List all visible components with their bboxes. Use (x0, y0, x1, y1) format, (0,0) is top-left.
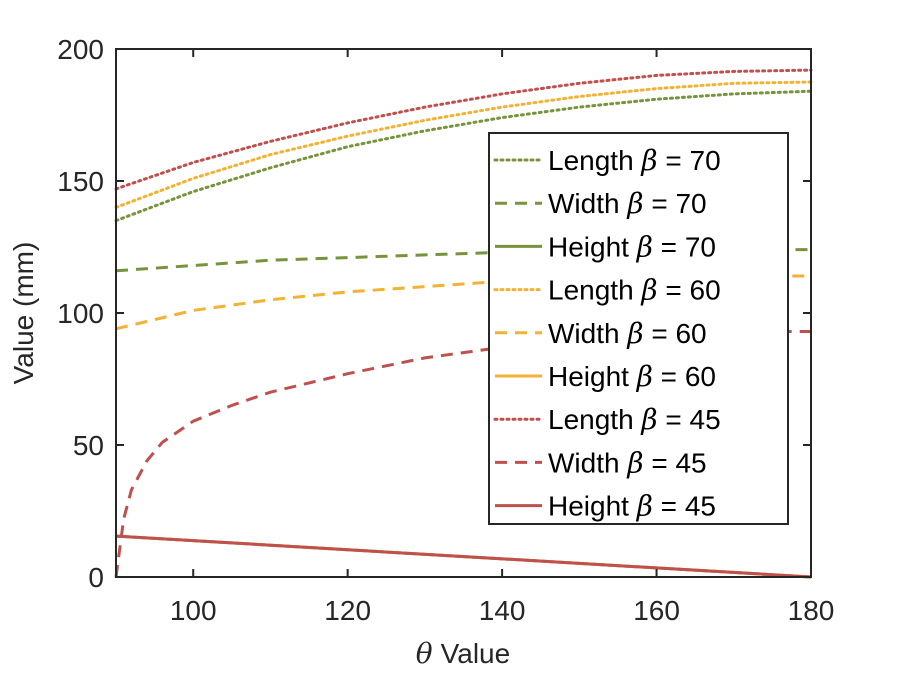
y-axis-title: Value (mm) (8, 242, 39, 385)
tick-layer: 100 120 140 160 180 0 50 100 150 200 (57, 34, 834, 626)
legend-beta-symbol: β (636, 360, 653, 393)
y-tick-label: 0 (88, 562, 104, 593)
legend-beta-symbol: β (640, 403, 657, 436)
legend-beta-value: = 60 (653, 361, 716, 392)
legend-entry-5: Height β = 60 (548, 360, 716, 393)
plot-frame (115, 48, 812, 578)
legend-beta-value: = 70 (658, 145, 721, 176)
legend-label: Width (548, 318, 627, 349)
x-tick-label: 120 (324, 595, 371, 626)
legend-label: Width (548, 188, 627, 219)
legend-label: Width (548, 447, 627, 478)
legend-beta-value: = 45 (658, 404, 721, 435)
legend-label: Height (548, 231, 637, 262)
legend-entry-4: Width β = 60 (548, 317, 707, 350)
x-axis-title: θ Value (416, 637, 510, 670)
y-tick-label: 150 (57, 166, 104, 197)
legend-beta-value: = 70 (653, 231, 716, 262)
legend-label: Length (548, 145, 641, 176)
y-tick-label: 100 (57, 298, 104, 329)
x-axis-title-text: Value (441, 638, 511, 669)
x-axis-title-symbol: θ (416, 637, 433, 670)
legend-label: Length (548, 404, 641, 435)
legend-box (488, 132, 789, 525)
x-tick-label: 140 (479, 595, 526, 626)
series-line-8 (115, 534, 812, 579)
legend-beta-symbol: β (640, 144, 657, 177)
x-tick-label: 100 (170, 595, 217, 626)
legend-beta-symbol: β (626, 446, 643, 479)
legend-beta-symbol: β (626, 187, 643, 220)
legend-entry-3: Length β = 60 (548, 274, 721, 307)
series-line-3 (114, 80, 813, 209)
legend-beta-symbol: β (640, 274, 657, 307)
y-tick-label: 50 (73, 430, 104, 461)
legend-entry-1: Width β = 70 (548, 187, 707, 220)
series-line-1 (115, 248, 811, 273)
legend-beta-symbol: β (626, 317, 643, 350)
x-tick-label: 160 (633, 595, 680, 626)
legend-beta-symbol: β (636, 230, 653, 263)
legend-label: Height (548, 491, 637, 522)
legend-entry-7: Width β = 45 (548, 446, 707, 479)
series-line-6 (114, 68, 813, 191)
legend-beta-value: = 70 (644, 188, 707, 219)
legend-beta-value: = 60 (644, 318, 707, 349)
legend-entry-2: Height β = 70 (548, 230, 716, 263)
legend-label: Length (548, 275, 641, 306)
y-tick-label: 200 (57, 34, 104, 65)
legend-label: Height (548, 361, 637, 392)
series-line-0 (114, 89, 813, 223)
legend-entry-6: Length β = 45 (548, 403, 721, 436)
legend-beta-value: = 45 (653, 491, 716, 522)
legend-beta-value: = 45 (644, 447, 707, 478)
series-layer (114, 68, 813, 579)
legend-entry-8: Height β = 45 (548, 490, 716, 523)
legend-beta-symbol: β (636, 490, 653, 523)
legend-entry-0: Length β = 70 (548, 144, 721, 177)
x-tick-label: 180 (788, 595, 835, 626)
legend-beta-value: = 60 (658, 275, 721, 306)
